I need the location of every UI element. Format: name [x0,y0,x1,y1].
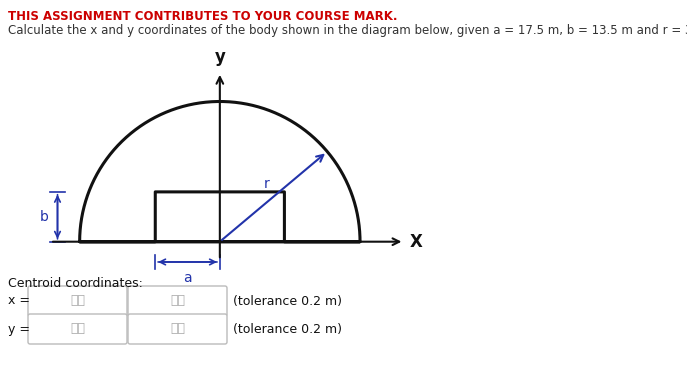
FancyBboxPatch shape [128,314,227,344]
FancyBboxPatch shape [28,314,127,344]
Text: 单位: 单位 [170,295,185,307]
Text: THIS ASSIGNMENT CONTRIBUTES TO YOUR COURSE MARK.: THIS ASSIGNMENT CONTRIBUTES TO YOUR COUR… [8,10,398,23]
FancyBboxPatch shape [28,286,127,316]
Polygon shape [80,101,360,242]
Text: (tolerance 0.2 m): (tolerance 0.2 m) [233,323,342,335]
Text: X: X [410,233,423,251]
FancyBboxPatch shape [128,286,227,316]
Text: a: a [183,271,192,285]
Text: x =: x = [8,295,30,307]
Text: Centroid coordinates:: Centroid coordinates: [8,277,143,290]
Text: (tolerance 0.2 m): (tolerance 0.2 m) [233,295,342,307]
Text: Calculate the x and y coordinates of the body shown in the diagram below, given : Calculate the x and y coordinates of the… [8,24,687,37]
Text: y =: y = [8,323,30,335]
Text: r: r [264,177,269,191]
Text: y: y [214,49,225,66]
Text: 单位: 单位 [170,323,185,335]
Text: b: b [39,210,48,224]
Text: 数字: 数字 [70,323,85,335]
Text: 数字: 数字 [70,295,85,307]
